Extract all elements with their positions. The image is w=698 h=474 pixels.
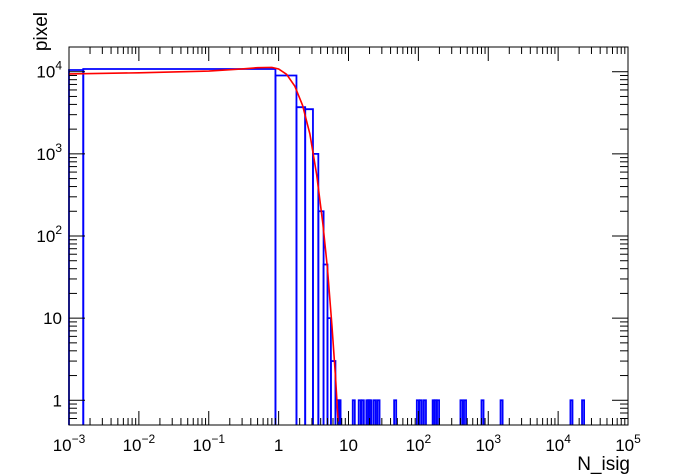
- histogram-spike: [499, 399, 504, 425]
- x-axis-ticks: [68, 47, 629, 425]
- histogram-series: [68, 68, 341, 425]
- histogram-spike: [418, 399, 423, 425]
- y-tick-labels: 1 10 102 103 104: [36, 59, 62, 411]
- x-tick-label: 10−1: [192, 432, 225, 455]
- x-tick-label: 102: [406, 432, 432, 455]
- y-tick-label: 102: [36, 223, 62, 246]
- x-tick-label: 10−2: [123, 432, 156, 455]
- plot-frame: [68, 46, 629, 426]
- histogram-bar: [274, 74, 298, 425]
- x-tick-label: 10−3: [53, 432, 86, 455]
- histogram-spike: [393, 399, 398, 425]
- histogram-spike: [463, 399, 467, 425]
- histogram-spike: [368, 399, 373, 425]
- x-tick-label: 105: [615, 432, 641, 455]
- y-tick-label: 104: [36, 59, 62, 82]
- x-axis-label: N_isig: [577, 454, 630, 474]
- histogram-spike: [480, 399, 485, 425]
- histogram-spike: [372, 399, 377, 425]
- x-tick-label: 1: [274, 436, 283, 455]
- histogram-spike: [423, 399, 427, 425]
- x-tick-labels: 10−3 10−2 10−1 1 10 102 103 104 105: [53, 432, 641, 455]
- histogram-spikes: [337, 399, 585, 425]
- y-tick-label: 1: [53, 391, 62, 410]
- fit-curve: [68, 66, 339, 422]
- y-tick-label: 10: [43, 309, 62, 328]
- y-axis-label: pixel: [31, 12, 52, 51]
- x-tick-label: 103: [475, 432, 501, 455]
- histogram-spike: [581, 399, 585, 425]
- histogram-spike: [351, 399, 356, 425]
- histogram-bar: [82, 68, 277, 425]
- histogram-spike: [376, 399, 381, 425]
- x-tick-label: 10: [339, 436, 358, 455]
- histogram-bar: [330, 360, 337, 425]
- x-tick-label: 104: [545, 432, 571, 455]
- histogram-bar: [295, 106, 307, 425]
- y-tick-label: 103: [36, 141, 62, 164]
- histogram-spike: [357, 399, 362, 425]
- histogram-spike: [569, 399, 574, 425]
- histogram-bar: [68, 69, 85, 425]
- histogram-bar: [304, 108, 314, 425]
- histogram-spike: [337, 399, 342, 425]
- y-axis-ticks: [69, 46, 628, 426]
- histogram-spike: [436, 399, 440, 425]
- histogram-spike: [360, 399, 365, 425]
- histogram-spike: [459, 399, 464, 425]
